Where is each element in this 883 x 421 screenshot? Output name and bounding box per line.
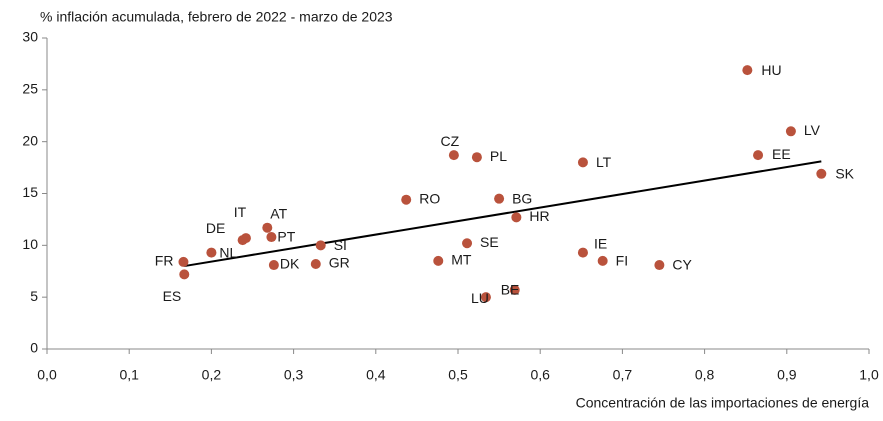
point-label: NL <box>219 244 237 260</box>
point <box>178 256 189 267</box>
point-label: HR <box>529 208 549 224</box>
chart-title: % inflación acumulada, febrero de 2022 -… <box>40 9 393 25</box>
point <box>266 232 277 243</box>
point <box>742 65 753 76</box>
point-label: EE <box>772 146 791 162</box>
point <box>577 157 588 168</box>
point <box>310 258 321 269</box>
point <box>480 292 491 303</box>
point <box>401 194 412 205</box>
x-tick-label: 1,0 <box>859 367 879 383</box>
point-label: DK <box>280 256 300 272</box>
point-label: PL <box>490 148 507 164</box>
point-label: MT <box>451 252 472 268</box>
point <box>753 150 764 161</box>
x-tick-label: 0,6 <box>530 367 550 383</box>
point-label: SK <box>835 166 854 182</box>
point-label: SE <box>480 234 499 250</box>
point-label: PT <box>277 229 295 245</box>
point <box>268 260 279 271</box>
point <box>237 235 248 246</box>
y-tick-label: 0 <box>30 340 38 356</box>
point-label: CY <box>672 257 692 273</box>
point-label: DE <box>206 220 225 236</box>
x-tick-label: 0,5 <box>448 367 468 383</box>
point-label: IT <box>234 204 247 220</box>
point-label: BG <box>512 190 532 206</box>
point-label: AT <box>270 205 287 221</box>
y-tick-label: 30 <box>22 29 38 45</box>
point-label: LT <box>596 154 612 170</box>
point-label: LV <box>804 122 821 138</box>
point-label: FI <box>616 253 628 269</box>
x-tick-label: 0,1 <box>119 367 139 383</box>
y-tick-label: 10 <box>22 236 38 252</box>
x-tick-label: 0,2 <box>202 367 222 383</box>
x-tick-label: 0,9 <box>777 367 797 383</box>
y-tick-label: 15 <box>22 184 38 200</box>
point <box>511 212 522 223</box>
point <box>206 247 217 258</box>
x-axis-label: Concentración de las importaciones de en… <box>576 395 870 411</box>
point <box>509 284 520 295</box>
point <box>785 126 796 137</box>
point <box>471 152 482 163</box>
point <box>179 269 190 280</box>
point <box>262 222 273 233</box>
point <box>433 255 444 266</box>
trendline <box>184 160 822 268</box>
x-tick-label: 0,7 <box>613 367 633 383</box>
point <box>462 238 473 249</box>
point-label: HU <box>761 62 781 78</box>
point-label: GR <box>329 255 350 271</box>
point <box>577 247 588 258</box>
y-tick-label: 25 <box>22 81 38 97</box>
y-tick-label: 20 <box>22 132 38 148</box>
point <box>315 240 326 251</box>
x-tick-label: 0,4 <box>366 367 386 383</box>
point-label: SI <box>334 237 347 253</box>
point <box>816 168 827 179</box>
point-label: RO <box>419 190 440 206</box>
x-tick-label: 0,8 <box>695 367 715 383</box>
point-label: FR <box>155 253 174 269</box>
point-label: BE <box>501 282 520 298</box>
point <box>597 255 608 266</box>
point <box>448 150 459 161</box>
x-tick-label: 0,3 <box>284 367 304 383</box>
point <box>654 260 665 271</box>
point-label: LU <box>471 290 489 306</box>
x-tick-label: 0,0 <box>37 367 57 383</box>
point-label: CZ <box>441 133 460 149</box>
point <box>494 193 505 204</box>
y-tick-label: 5 <box>30 288 38 304</box>
point-label: IE <box>594 235 607 251</box>
point-label: ES <box>163 288 182 304</box>
